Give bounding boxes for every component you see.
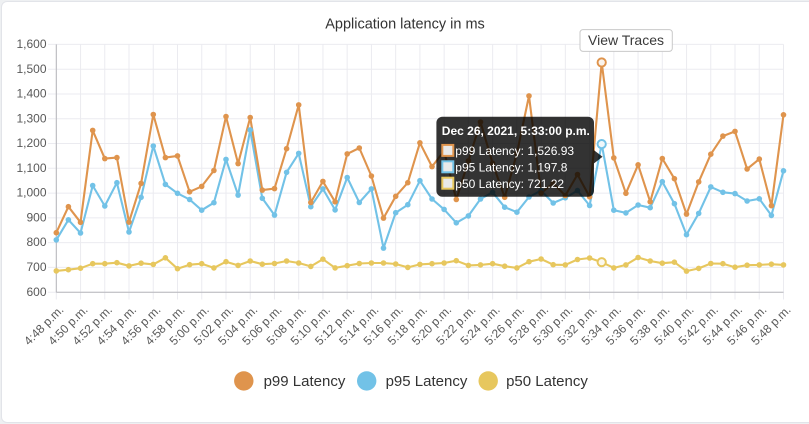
svg-text:700: 700 (26, 260, 46, 274)
svg-text:900: 900 (26, 211, 46, 225)
svg-text:Dec 26, 2021, 5:33:00 p.m.: Dec 26, 2021, 5:33:00 p.m. (442, 124, 590, 138)
svg-text:p95 Latency: p95 Latency (386, 373, 468, 390)
svg-text:p50 Latency: p50 Latency (506, 373, 588, 390)
svg-text:1,000: 1,000 (16, 186, 46, 200)
svg-text:800: 800 (26, 235, 46, 249)
svg-text:1,400: 1,400 (16, 87, 46, 101)
svg-text:p50 Latency: 721.22: p50 Latency: 721.22 (455, 177, 564, 191)
svg-text:1,200: 1,200 (16, 136, 46, 150)
svg-text:600: 600 (26, 285, 46, 299)
svg-text:View Traces: View Traces (588, 32, 664, 48)
svg-text:1,600: 1,600 (16, 37, 46, 51)
svg-text:1,100: 1,100 (16, 161, 46, 175)
svg-text:p95 Latency: 1,197.8: p95 Latency: 1,197.8 (455, 160, 567, 174)
svg-text:1,500: 1,500 (16, 62, 46, 76)
svg-text:1,300: 1,300 (16, 111, 46, 125)
svg-text:p99 Latency: p99 Latency (264, 373, 346, 390)
svg-text:p99 Latency: 1,526.93: p99 Latency: 1,526.93 (455, 144, 574, 158)
svg-text:Application latency in ms: Application latency in ms (325, 17, 485, 33)
